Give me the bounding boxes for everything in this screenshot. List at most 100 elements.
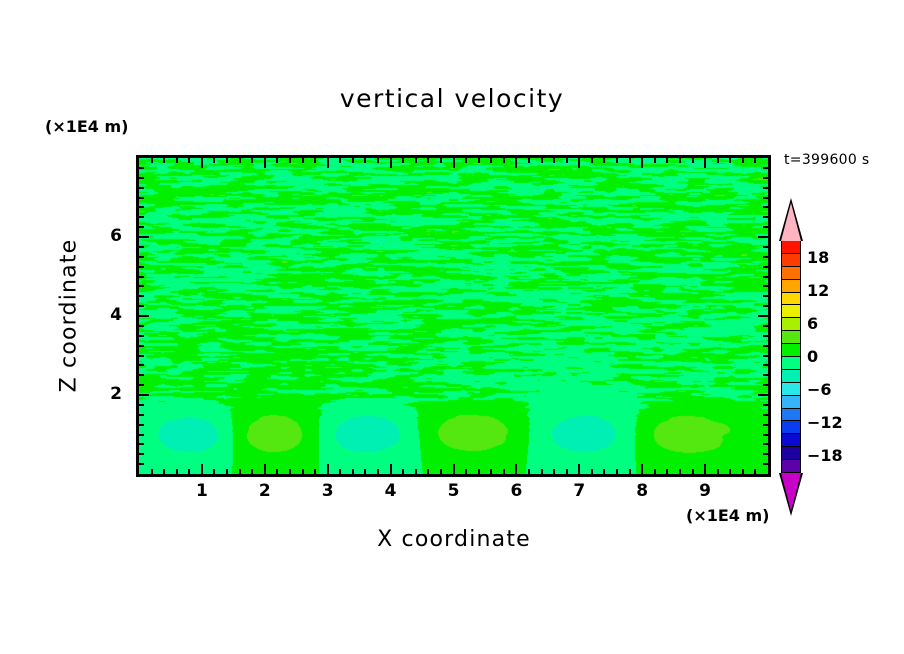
colorbar-band <box>781 381 801 396</box>
y-tick <box>763 196 768 199</box>
colorbar-tick-label: −18 <box>807 446 843 466</box>
y-tick <box>139 206 144 209</box>
y-tick <box>763 255 768 258</box>
colorbar-tick-label: 6 <box>807 313 819 333</box>
x-tick <box>590 158 593 163</box>
x-tick <box>364 158 367 163</box>
x-tick <box>377 158 380 163</box>
y-tick <box>139 186 144 189</box>
y-tick-label: 4 <box>110 305 122 325</box>
x-tick <box>716 469 719 474</box>
x-tick <box>527 469 530 474</box>
colorbar-band <box>781 252 801 267</box>
x-tick <box>301 469 304 474</box>
colorbar-band <box>781 458 801 473</box>
y-tick <box>139 384 144 387</box>
y-tick <box>763 423 768 426</box>
y-tick <box>139 453 144 456</box>
x-tick <box>704 464 707 474</box>
x-tick <box>691 158 694 163</box>
x-tick <box>590 469 593 474</box>
colorbar-band <box>781 394 801 409</box>
x-tick <box>288 158 291 163</box>
x-tick <box>465 469 468 474</box>
x-tick-label: 2 <box>258 481 271 501</box>
colorbar[interactable] <box>779 198 803 516</box>
y-tick <box>139 423 144 426</box>
y-tick <box>139 305 144 308</box>
x-tick-label: 8 <box>636 481 649 501</box>
y-tick <box>763 275 768 278</box>
x-tick <box>226 158 229 163</box>
x-tick <box>263 158 266 168</box>
colorbar-tick-label: 12 <box>807 280 830 300</box>
y-tick <box>139 295 144 298</box>
x-tick <box>402 469 405 474</box>
x-tick <box>251 158 254 163</box>
x-tick <box>163 158 166 163</box>
y-tick <box>758 394 768 396</box>
colorbar-band <box>781 278 801 293</box>
x-tick <box>326 158 329 168</box>
x-tick <box>540 158 543 163</box>
colorbar-band <box>781 407 801 422</box>
contour-plot-area[interactable] <box>136 155 771 477</box>
y-tick <box>139 166 144 169</box>
y-tick <box>763 226 768 229</box>
y-tick <box>139 354 144 357</box>
y-tick <box>763 265 768 268</box>
x-tick <box>678 158 681 163</box>
x-tick-label: 6 <box>510 481 523 501</box>
x-tick <box>238 469 241 474</box>
colorbar-tick-label: −12 <box>807 413 843 433</box>
x-tick <box>741 158 744 163</box>
y-tick <box>139 245 144 248</box>
x-tick <box>339 158 342 163</box>
y-tick <box>763 433 768 436</box>
y-tick <box>139 216 144 219</box>
x-tick <box>616 158 619 163</box>
x-tick <box>578 158 581 168</box>
y-tick <box>763 285 768 288</box>
x-tick <box>276 158 279 163</box>
x-tick <box>175 158 178 163</box>
x-tick <box>263 464 266 474</box>
y-tick <box>139 275 144 278</box>
y-tick <box>139 285 144 288</box>
x-tick <box>565 469 568 474</box>
y-tick <box>763 443 768 446</box>
colorbar-band <box>781 432 801 448</box>
x-tick <box>188 158 191 163</box>
x-tick <box>502 158 505 163</box>
x-tick <box>452 464 455 474</box>
colorbar-cap-top <box>781 203 801 241</box>
x-tick <box>251 469 254 474</box>
x-tick <box>603 158 606 163</box>
x-tick <box>389 158 392 168</box>
x-tick <box>326 464 329 474</box>
y-tick <box>139 265 144 268</box>
x-tick <box>226 469 229 474</box>
x-tick <box>678 469 681 474</box>
x-tick <box>527 158 530 163</box>
colorbar-band <box>781 291 801 306</box>
x-tick <box>603 469 606 474</box>
x-tick <box>163 469 166 474</box>
y-tick <box>763 166 768 169</box>
x-tick <box>666 158 669 163</box>
y-tick <box>139 324 144 327</box>
y-tick <box>763 384 768 387</box>
y-tick <box>139 176 144 179</box>
x-tick <box>616 469 619 474</box>
y-tick <box>139 255 144 258</box>
y-tick <box>763 463 768 466</box>
x-tick <box>540 469 543 474</box>
x-tick <box>150 469 153 474</box>
y-axis-unit-label: (×1E4 m) <box>45 117 129 136</box>
colorbar-cap-bottom <box>781 473 801 511</box>
x-tick <box>716 158 719 163</box>
y-tick <box>763 374 768 377</box>
colorbar-band <box>781 419 801 435</box>
y-tick <box>139 443 144 446</box>
x-tick <box>641 464 644 474</box>
